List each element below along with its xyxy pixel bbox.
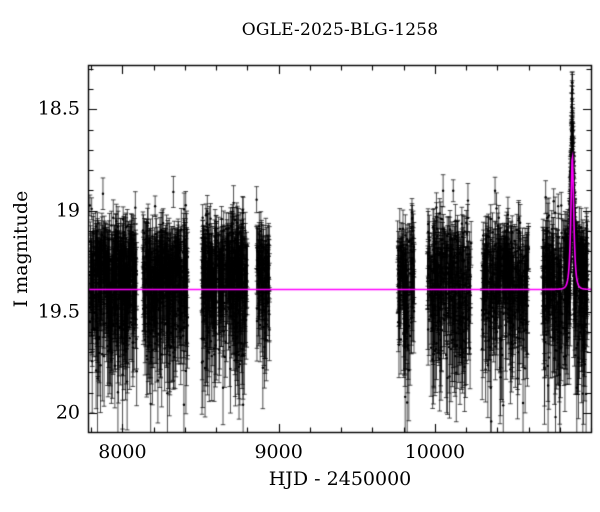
x-tick-label: 10000 <box>404 441 466 463</box>
y-tick-label: 18.5 <box>37 97 80 120</box>
x-tick-label: 9000 <box>254 441 303 463</box>
y-tick-label: 19.5 <box>37 300 80 323</box>
y-tick-label: 20 <box>55 401 80 424</box>
y-tick-label: 19 <box>55 199 80 222</box>
x-tick-label: 8000 <box>98 441 147 463</box>
chart-title: OGLE-2025-BLG-1258 <box>241 20 439 40</box>
x-axis-label: HJD - 2450000 <box>268 468 412 490</box>
